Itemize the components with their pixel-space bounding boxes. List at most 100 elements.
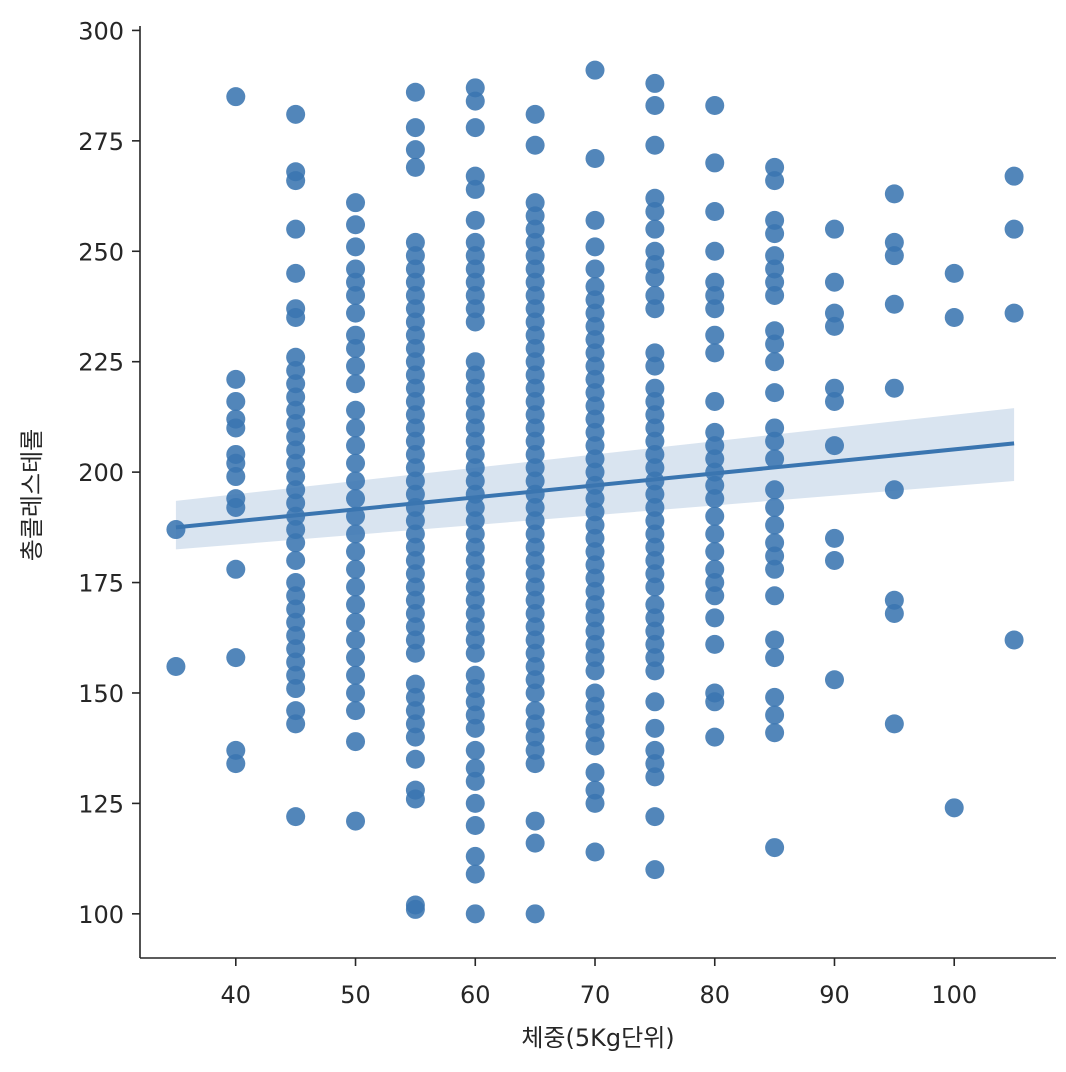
data-point xyxy=(465,365,485,385)
data-point xyxy=(765,246,785,266)
data-point xyxy=(1004,219,1024,239)
data-point xyxy=(226,453,246,473)
data-point xyxy=(585,528,605,548)
data-point xyxy=(585,330,605,350)
data-point xyxy=(585,277,605,297)
data-point xyxy=(824,550,844,570)
data-point xyxy=(465,630,485,650)
data-point xyxy=(286,714,306,734)
data-point xyxy=(585,303,605,323)
data-point xyxy=(824,436,844,456)
data-point xyxy=(705,542,725,562)
data-point xyxy=(405,431,425,451)
data-point xyxy=(525,405,545,425)
data-point xyxy=(705,475,725,495)
data-point xyxy=(944,798,964,818)
data-point xyxy=(405,157,425,177)
data-point xyxy=(645,634,665,654)
data-point xyxy=(405,603,425,623)
data-point xyxy=(645,740,665,760)
data-point xyxy=(585,780,605,800)
data-point xyxy=(585,409,605,429)
x-tick-label: 60 xyxy=(460,981,491,1009)
data-point xyxy=(525,135,545,155)
data-point xyxy=(286,533,306,553)
data-point xyxy=(824,303,844,323)
data-point xyxy=(705,272,725,292)
data-point xyxy=(465,166,485,186)
data-point xyxy=(465,718,485,738)
data-point xyxy=(346,471,366,491)
data-point xyxy=(585,259,605,279)
data-point xyxy=(346,418,366,438)
data-point xyxy=(585,462,605,482)
data-point xyxy=(465,864,485,884)
data-point xyxy=(525,232,545,252)
data-point xyxy=(465,550,485,570)
data-point xyxy=(465,431,485,451)
data-point xyxy=(645,511,665,531)
data-point xyxy=(286,467,306,487)
data-point xyxy=(705,391,725,411)
data-point xyxy=(346,193,366,213)
data-point xyxy=(465,705,485,725)
data-point xyxy=(645,807,665,827)
data-point xyxy=(166,520,186,540)
data-point xyxy=(346,542,366,562)
data-point xyxy=(585,762,605,782)
x-tick-label: 40 xyxy=(221,981,252,1009)
data-point xyxy=(585,316,605,336)
data-point xyxy=(286,104,306,124)
data-point xyxy=(585,290,605,310)
data-point xyxy=(405,899,425,919)
data-point xyxy=(705,449,725,469)
data-point xyxy=(705,241,725,261)
data-point xyxy=(465,91,485,111)
data-point xyxy=(465,692,485,712)
data-point xyxy=(585,149,605,169)
data-point xyxy=(705,573,725,593)
data-point xyxy=(585,502,605,522)
x-tick-label: 70 xyxy=(580,981,611,1009)
data-point xyxy=(645,299,665,319)
data-point xyxy=(405,391,425,411)
data-point xyxy=(405,727,425,747)
data-point xyxy=(645,767,665,787)
data-point xyxy=(824,528,844,548)
data-point xyxy=(405,590,425,610)
data-point xyxy=(226,740,246,760)
data-point xyxy=(465,299,485,319)
data-point xyxy=(465,246,485,266)
data-point xyxy=(405,617,425,637)
data-point xyxy=(765,586,785,606)
data-point xyxy=(465,210,485,230)
data-point xyxy=(405,285,425,305)
data-point xyxy=(465,458,485,478)
data-point xyxy=(525,378,545,398)
data-point xyxy=(405,577,425,597)
data-point xyxy=(944,308,964,328)
data-point xyxy=(585,581,605,601)
data-point xyxy=(525,431,545,451)
data-point xyxy=(645,285,665,305)
x-tick-label: 90 xyxy=(819,981,850,1009)
data-point xyxy=(525,656,545,676)
data-point xyxy=(286,427,306,447)
data-point xyxy=(465,793,485,813)
data-point xyxy=(525,811,545,831)
data-point xyxy=(645,754,665,774)
data-point xyxy=(645,661,665,681)
data-point xyxy=(465,740,485,760)
data-point xyxy=(765,838,785,858)
data-point xyxy=(884,184,904,204)
x-tick-label: 100 xyxy=(931,981,977,1009)
data-point xyxy=(465,118,485,138)
data-point xyxy=(525,740,545,760)
data-point xyxy=(525,714,545,734)
data-point xyxy=(346,732,366,752)
data-point xyxy=(525,259,545,279)
data-point xyxy=(286,701,306,721)
data-point xyxy=(765,449,785,469)
data-point xyxy=(884,603,904,623)
